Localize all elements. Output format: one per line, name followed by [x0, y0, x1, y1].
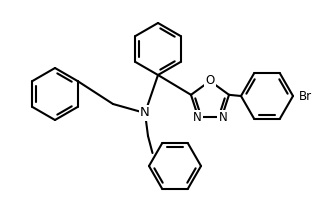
Text: N: N	[218, 111, 227, 124]
Text: N: N	[140, 106, 150, 120]
Text: Br: Br	[299, 90, 312, 102]
Text: O: O	[205, 74, 214, 88]
Text: N: N	[193, 111, 202, 124]
